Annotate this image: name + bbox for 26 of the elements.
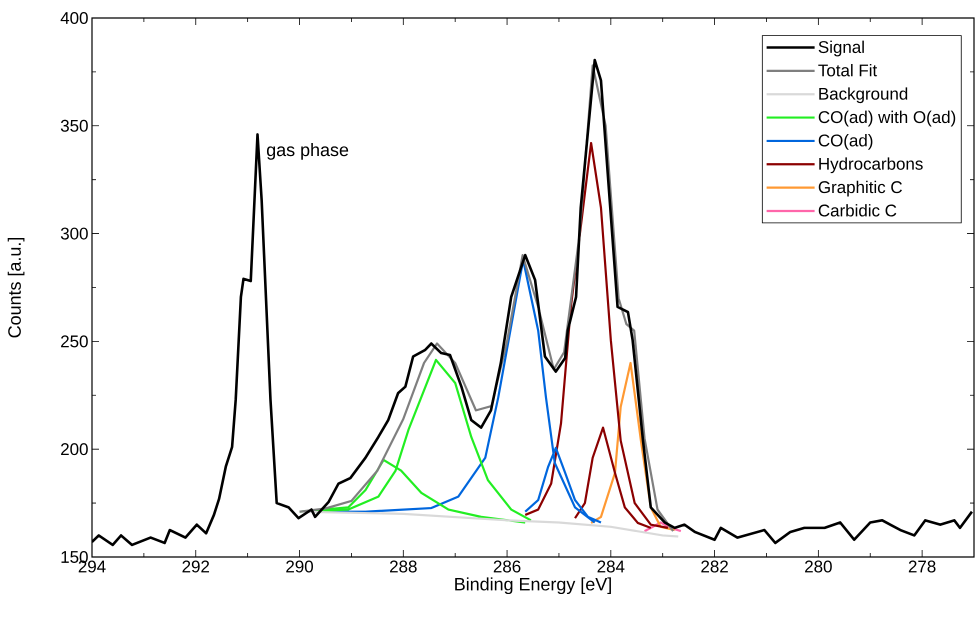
x-tick-label: 282 bbox=[701, 560, 728, 572]
legend-label: Graphitic C bbox=[818, 180, 902, 197]
x-tick-label: 288 bbox=[390, 560, 417, 572]
x-tick-label: 294 bbox=[78, 560, 106, 572]
y-tick-label: 350 bbox=[60, 120, 88, 132]
x-tick-label: 292 bbox=[182, 560, 210, 572]
y-tick-label: 400 bbox=[60, 12, 88, 24]
x-tick-label: 284 bbox=[598, 560, 624, 572]
x-tick-label: 286 bbox=[494, 560, 520, 572]
legend-label: CO(ad) with O(ad) bbox=[818, 110, 956, 126]
legend-label: CO(ad) bbox=[818, 134, 872, 150]
x-tick-label: 278 bbox=[908, 560, 936, 572]
x-tick-label: 290 bbox=[286, 560, 313, 572]
y-tick-label: 300 bbox=[60, 228, 88, 240]
legend-label: Signal bbox=[818, 40, 864, 56]
y-tick-label: 150 bbox=[62, 550, 88, 563]
x-axis-title: Binding Energy [eV] bbox=[455, 577, 611, 594]
legend-label: Carbidic C bbox=[818, 204, 896, 217]
annotation: gas phase bbox=[266, 143, 348, 160]
legend-label: Hydrocarbons bbox=[819, 157, 923, 174]
y-tick-label: 250 bbox=[61, 335, 88, 348]
legend-label: Background bbox=[819, 87, 908, 104]
y-axis-title: Counts [a.u.] bbox=[8, 238, 24, 338]
y-tick-label: 200 bbox=[61, 443, 88, 456]
x-tick-label: 280 bbox=[805, 560, 832, 572]
legend-label: Total Fit bbox=[818, 64, 878, 76]
